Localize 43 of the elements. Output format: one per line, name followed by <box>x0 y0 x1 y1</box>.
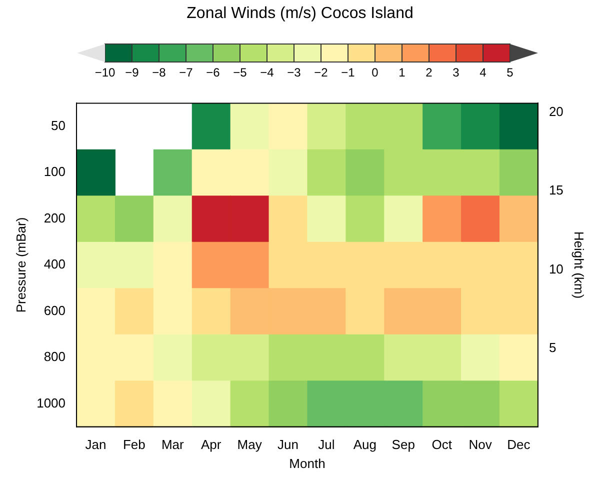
y-axis-title: Pressure (mBar) <box>13 217 28 313</box>
x-tick-label: Sep <box>392 437 415 452</box>
color-bar-label: −3 <box>287 65 302 80</box>
color-bar-label: −4 <box>260 65 274 80</box>
y-tick-label: 1000 <box>36 395 66 410</box>
color-bar-label: −8 <box>152 65 166 80</box>
color-bar-label: 4 <box>480 65 487 80</box>
x-tick-label: Jan <box>85 437 106 452</box>
x-tick-label: Mar <box>161 437 185 452</box>
y2-tick-label: 20 <box>548 104 564 120</box>
color-bar-label: −6 <box>206 65 220 80</box>
x-axis-title: Month <box>289 456 326 471</box>
y2-tick-label: 5 <box>548 340 556 355</box>
x-tick-label: Feb <box>122 437 146 452</box>
color-bar-label: 3 <box>452 65 460 80</box>
x-tick-label: Oct <box>432 437 452 452</box>
color-bar-label: −9 <box>125 65 140 80</box>
y2-tick-label: 10 <box>548 261 564 276</box>
color-bar-label: −7 <box>179 65 194 80</box>
y-tick-label: 800 <box>44 349 66 364</box>
color-bar-label: 2 <box>426 65 433 80</box>
y-tick-label: 100 <box>44 164 66 180</box>
y-tick-label: 400 <box>44 256 66 272</box>
x-tick-label: Jun <box>278 437 298 452</box>
color-bar-label: −10 <box>94 65 116 80</box>
x-tick-label: Apr <box>200 437 222 452</box>
color-bar-label: −5 <box>233 65 248 80</box>
color-bar-label: 1 <box>398 65 406 80</box>
y2-axis-title: Height (km) <box>572 231 587 299</box>
color-bar-label: 5 <box>506 65 514 80</box>
x-tick-label: Jul <box>318 437 335 452</box>
x-tick-label: May <box>237 437 262 452</box>
y-tick-label: 600 <box>44 302 66 318</box>
y2-tick-label: 15 <box>548 182 564 198</box>
chart-title: Zonal Winds (m/s) Cocos Island <box>186 5 414 22</box>
color-bar-label: −1 <box>341 65 356 80</box>
color-bar-label: −2 <box>314 65 328 80</box>
x-tick-label: Nov <box>468 437 492 452</box>
y-tick-label: 50 <box>51 118 66 133</box>
y-tick-label: 200 <box>44 210 66 226</box>
color-bar-label: 0 <box>372 65 379 80</box>
x-tick-label: Dec <box>507 437 531 452</box>
x-tick-label: Aug <box>353 437 376 452</box>
